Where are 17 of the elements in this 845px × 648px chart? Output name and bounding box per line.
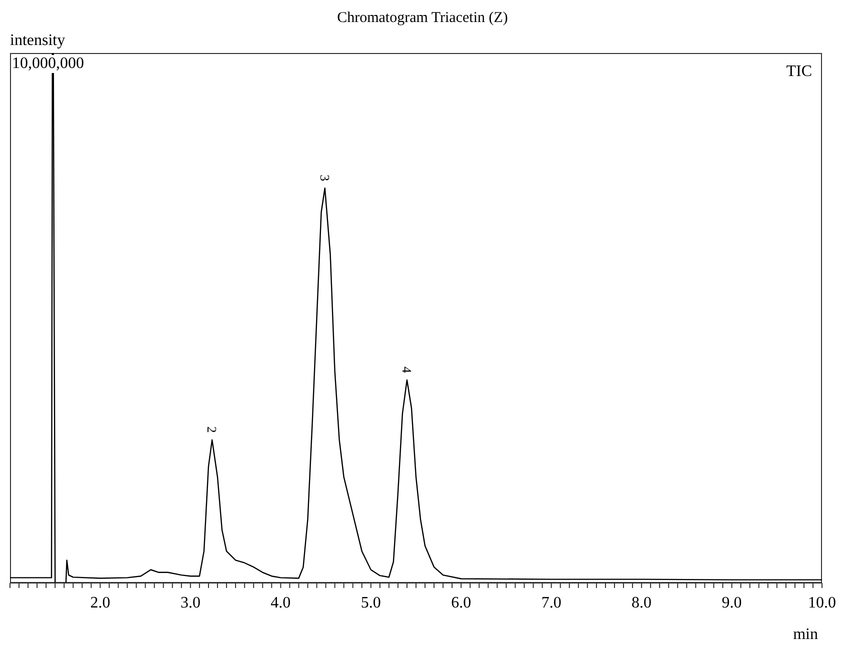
x-tick-label: 3.0 [180, 594, 200, 612]
annotation: 4 [399, 366, 414, 374]
x-tick-label: 8.0 [632, 594, 652, 612]
text: TIC [786, 63, 812, 81]
x-tick-label: 2.0 [90, 594, 110, 612]
chart-title: Chromatogram Triacetin (Z) [336, 10, 509, 27]
y-axis-title: intensity [10, 32, 66, 50]
x-tick-label: 10.0 [808, 594, 836, 612]
x-tick-label: 4.0 [270, 594, 291, 612]
x-tick-label: 6.0 [451, 594, 472, 612]
annotation: 10,000,000 [12, 55, 84, 73]
annotation: 2 [204, 426, 220, 433]
x-tick-label: 9.0 [722, 594, 742, 612]
x-axis-title: min [793, 626, 818, 643]
x-tick-label: 5.0 [360, 594, 381, 612]
x-tick-label: 7.0 [541, 594, 562, 612]
annotation: 3 [317, 174, 332, 182]
